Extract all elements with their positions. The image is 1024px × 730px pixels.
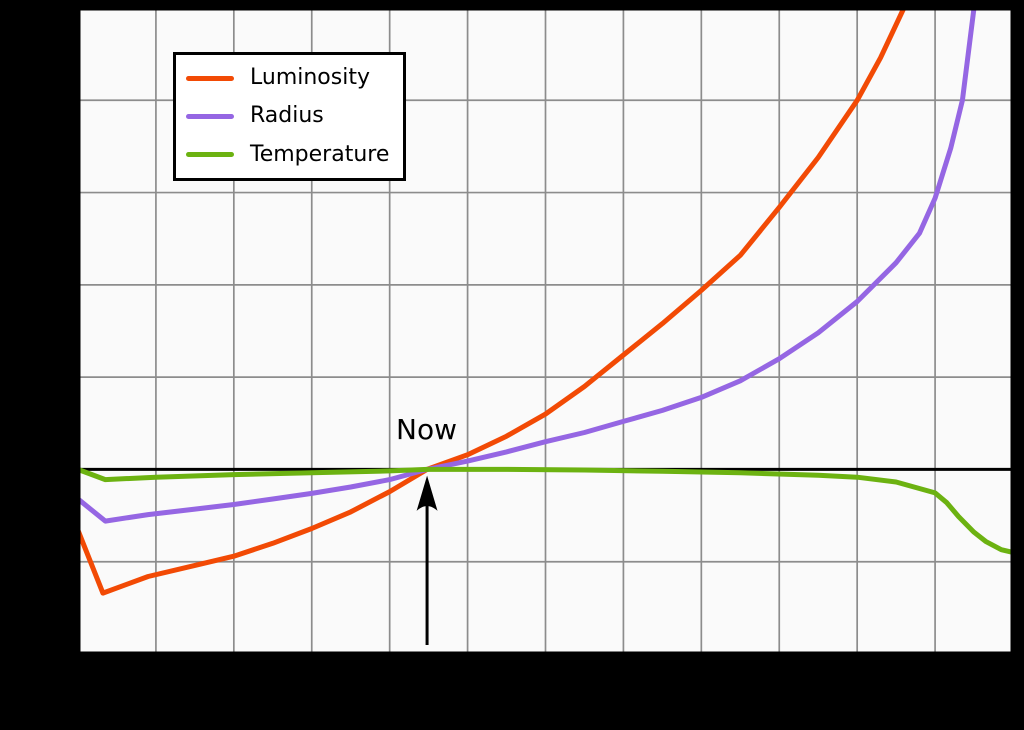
plot-border xyxy=(78,8,1013,654)
legend-item-radius: Radius xyxy=(176,97,403,135)
now-arrow xyxy=(416,475,438,645)
now-annotation-label: Now xyxy=(396,413,457,446)
luminosity-line-swatch xyxy=(186,75,234,81)
legend-label-temperature: Temperature xyxy=(250,141,390,167)
legend: Luminosity Radius Temperature xyxy=(173,52,406,181)
legend-label-luminosity: Luminosity xyxy=(250,65,370,91)
radius-line-swatch xyxy=(186,113,234,119)
temperature-curve xyxy=(78,466,1013,555)
curves-group xyxy=(78,8,1013,596)
radius-curve xyxy=(78,8,977,524)
legend-label-radius: Radius xyxy=(250,103,324,129)
legend-item-temperature: Temperature xyxy=(176,136,403,174)
legend-item-luminosity: Luminosity xyxy=(176,59,403,97)
temperature-line-swatch xyxy=(186,152,234,158)
luminosity-curve xyxy=(78,8,907,596)
